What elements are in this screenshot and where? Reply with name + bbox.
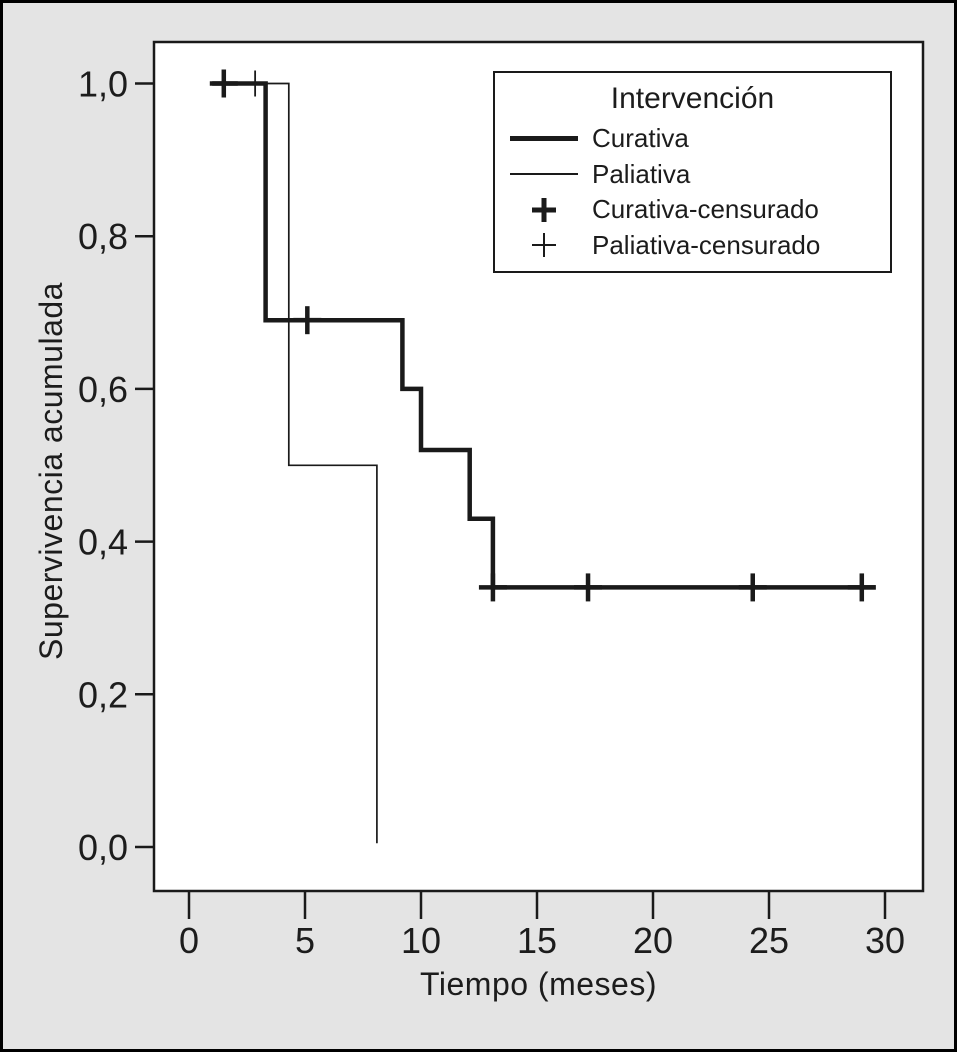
legend-rows: Curativa Paliativa Curativa-censurado bbox=[495, 121, 890, 263]
y-axis-title: Supervivencia acumulada bbox=[33, 282, 69, 660]
legend-label: Paliativa-censurado bbox=[592, 229, 821, 260]
x-tick-label: 25 bbox=[749, 920, 789, 961]
x-tick-label: 10 bbox=[401, 920, 441, 961]
thin-plus-icon bbox=[495, 231, 592, 259]
y-tick-label: 0,2 bbox=[78, 674, 128, 715]
legend-row-paliativa-censurado: Paliativa-censurado bbox=[495, 228, 890, 264]
series-curativa bbox=[212, 81, 876, 590]
x-tick-label: 5 bbox=[295, 920, 315, 961]
thick-line-swatch bbox=[495, 136, 592, 142]
y-tick-label: 0,8 bbox=[78, 216, 128, 257]
y-tick-label: 1,0 bbox=[78, 64, 128, 105]
x-tick-label: 0 bbox=[179, 920, 199, 961]
legend-title: Intervención bbox=[610, 82, 775, 115]
legend-label: Curativa-censurado bbox=[592, 194, 819, 225]
legend-row-curativa-censurado: Curativa-censurado bbox=[495, 192, 890, 228]
thick-plus-icon bbox=[495, 196, 592, 224]
x-tick-label: 30 bbox=[865, 920, 905, 961]
legend-label: Curativa bbox=[592, 123, 689, 154]
x-tick-label: 15 bbox=[517, 920, 557, 961]
legend-label: Paliativa bbox=[592, 158, 691, 189]
legend-row-curativa: Curativa bbox=[495, 121, 890, 157]
thin-line-swatch bbox=[495, 173, 592, 176]
legend: Intervención Curativa Paliativa Curativa… bbox=[493, 71, 892, 273]
y-tick-label: 0,6 bbox=[78, 369, 128, 410]
x-axis-title: Tiempo (meses) bbox=[420, 966, 657, 1002]
legend-row-paliativa: Paliativa bbox=[495, 157, 890, 193]
x-tick-label: 20 bbox=[633, 920, 673, 961]
y-tick-label: 0,0 bbox=[78, 827, 128, 868]
y-tick-label: 0,4 bbox=[78, 522, 128, 563]
